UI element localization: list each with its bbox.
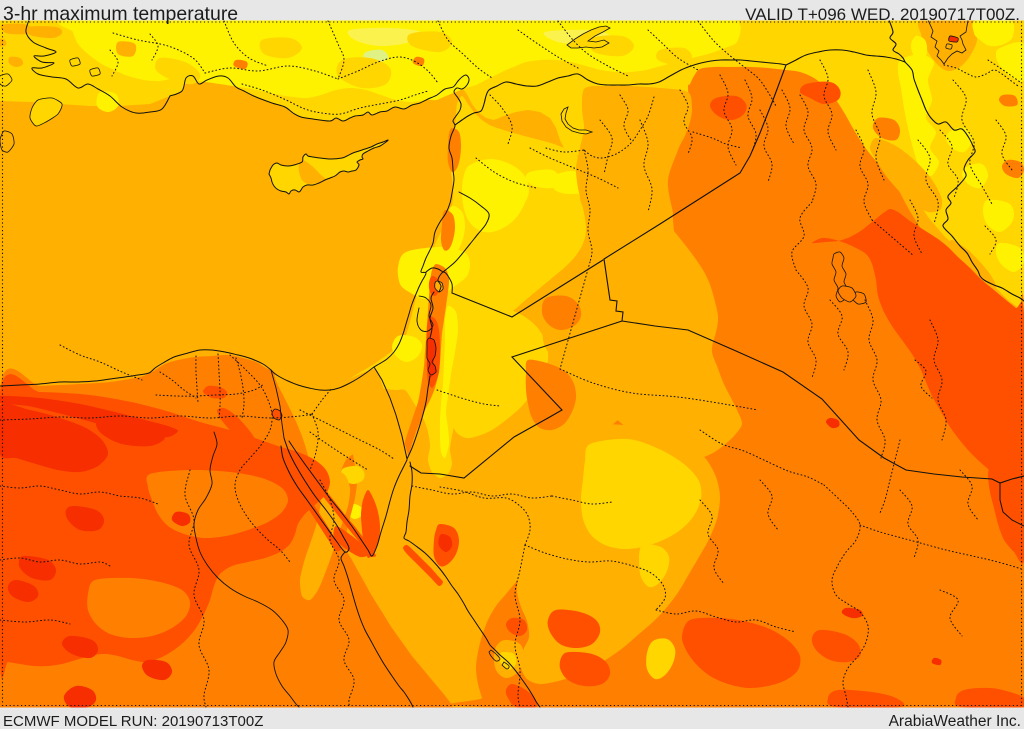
svg-text:VALID T+096 WED. 20190717T00Z.: VALID T+096 WED. 20190717T00Z. bbox=[745, 5, 1020, 24]
svg-text:3-hr maximum temperature: 3-hr maximum temperature bbox=[3, 3, 238, 25]
svg-text:ECMWF MODEL RUN: 20190713T00Z: ECMWF MODEL RUN: 20190713T00Z bbox=[3, 713, 263, 729]
svg-text:ArabiaWeather Inc.: ArabiaWeather Inc. bbox=[889, 713, 1021, 729]
